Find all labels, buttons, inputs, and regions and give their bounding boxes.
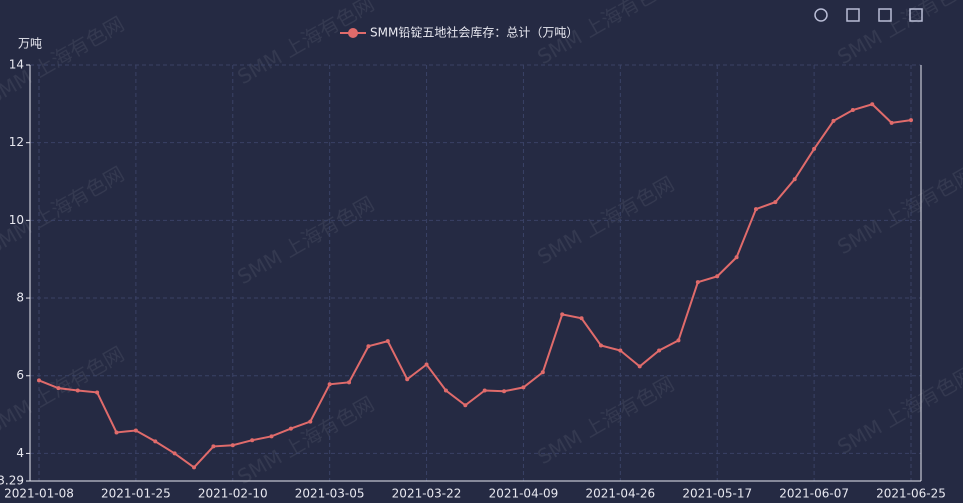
point bbox=[95, 390, 100, 395]
y-axis-label: 万吨 bbox=[18, 37, 42, 51]
point bbox=[250, 438, 255, 443]
watermarks: SMM 上海有色网 SMM 上海有色网 SMM 上海有色网 SMM 上海有色网 SMM … bbox=[0, 0, 963, 489]
point bbox=[753, 207, 758, 212]
watermark: SMM 上海有色网 bbox=[233, 0, 378, 89]
point bbox=[676, 338, 681, 343]
y-tick-label: 14 bbox=[9, 58, 24, 72]
y-tick-label: 6 bbox=[16, 368, 24, 382]
watermark: SMM 上海有色网 bbox=[533, 372, 678, 470]
x-tick-label: 2021-04-09 bbox=[489, 487, 559, 501]
point bbox=[424, 362, 429, 367]
y-tick-label: 10 bbox=[9, 213, 24, 227]
point bbox=[347, 380, 352, 385]
point bbox=[288, 426, 293, 431]
point bbox=[540, 370, 545, 375]
point bbox=[812, 146, 817, 151]
point bbox=[230, 443, 235, 448]
point bbox=[56, 386, 61, 391]
x-tick-label: 2021-03-05 bbox=[295, 487, 365, 501]
point bbox=[327, 382, 332, 387]
x-tick-label: 2021-01-25 bbox=[101, 487, 171, 501]
legend-label: SMM铅锭五地社会库存：总计（万吨） bbox=[370, 25, 578, 40]
point bbox=[521, 385, 526, 390]
point bbox=[405, 377, 410, 382]
point bbox=[850, 108, 855, 113]
point bbox=[598, 343, 603, 348]
x-tick-label: 2021-03-22 bbox=[392, 487, 462, 501]
point bbox=[792, 177, 797, 182]
point bbox=[366, 344, 371, 349]
series-line bbox=[38, 103, 912, 469]
legend-marker bbox=[348, 28, 358, 38]
x-tick-label: 2021-02-10 bbox=[198, 487, 268, 501]
x-tick-label: 2021-06-25 bbox=[876, 487, 946, 501]
watermark: SMM 上海有色网 bbox=[833, 0, 963, 69]
point bbox=[831, 118, 836, 123]
point bbox=[773, 200, 778, 205]
watermark: SMM 上海有色网 bbox=[833, 162, 963, 260]
plot: 3.29 4 6 8 10 12 14 2021-01-08 2021-01-25 2021-02… bbox=[0, 58, 946, 501]
y-tick-label: 12 bbox=[9, 135, 24, 149]
point bbox=[734, 255, 739, 260]
point bbox=[715, 274, 720, 279]
x-tick-label: 2021-06-07 bbox=[779, 487, 849, 501]
y-tick-label: 4 bbox=[16, 446, 24, 460]
point bbox=[192, 465, 197, 470]
y-tick-label: 8 bbox=[16, 291, 24, 305]
point bbox=[909, 118, 913, 123]
x-tick-label: 2021-04-26 bbox=[585, 487, 655, 501]
layout-icon[interactable] bbox=[846, 8, 860, 22]
point bbox=[695, 280, 700, 285]
point bbox=[75, 388, 80, 393]
point bbox=[37, 378, 41, 383]
point bbox=[308, 419, 313, 424]
point bbox=[385, 339, 390, 344]
point bbox=[269, 434, 274, 439]
point bbox=[502, 389, 507, 394]
fullscreen-icon[interactable] bbox=[909, 8, 923, 22]
grid bbox=[30, 64, 921, 481]
watermark: SMM 上海有色网 bbox=[233, 192, 378, 290]
point bbox=[133, 428, 138, 433]
watermark: SMM 上海有色网 bbox=[0, 162, 128, 260]
point bbox=[657, 348, 662, 353]
point bbox=[153, 439, 158, 444]
point bbox=[443, 388, 448, 393]
x-tick-label: 2021-01-08 bbox=[4, 487, 74, 501]
point bbox=[482, 388, 487, 393]
watermark: SMM 上海有色网 bbox=[0, 342, 128, 440]
point bbox=[870, 102, 875, 107]
point bbox=[463, 403, 468, 408]
point bbox=[211, 444, 216, 449]
point bbox=[114, 430, 119, 435]
point bbox=[618, 348, 623, 353]
palette-icon[interactable] bbox=[814, 8, 828, 22]
point bbox=[637, 364, 642, 369]
point bbox=[889, 120, 894, 125]
x-tick-label: 2021-05-17 bbox=[682, 487, 752, 501]
point bbox=[579, 316, 584, 321]
toolbox bbox=[814, 8, 923, 22]
point bbox=[172, 451, 177, 456]
y-tick-label: 3.29 bbox=[0, 474, 24, 488]
point bbox=[560, 312, 565, 317]
image-icon[interactable] bbox=[878, 8, 892, 22]
